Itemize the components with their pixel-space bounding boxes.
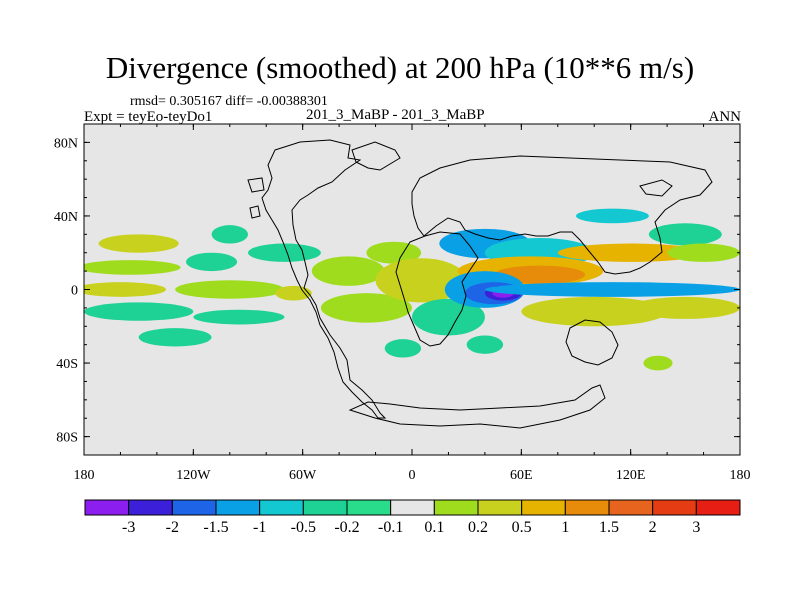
colorbar-swatch-10 [521,499,566,516]
contour-region-0 [98,234,179,253]
contour-region-14 [375,258,467,303]
colorbar-swatch-1 [128,499,173,516]
x-tick-label-6: 180 [730,468,751,483]
colorbar-label-4: -0.5 [291,519,316,536]
colorbar-swatch-6 [346,499,392,516]
y-tick-label-1: 40N [54,210,78,225]
colorbar-label-2: -1.5 [203,519,228,536]
contour-region-5 [186,252,238,272]
contour-region-9 [248,243,321,262]
colorbar-swatch-4 [259,499,304,516]
coastline-outlines [247,139,713,429]
x-tick-label-2: 60W [289,468,317,483]
contour-region-7 [175,280,285,299]
contour-region-31 [667,243,740,262]
contour-region-11 [311,256,385,286]
colorbar-label-1: -2 [166,519,179,536]
colorbar-swatch-7 [390,499,435,516]
colorbar-label-5: -0.2 [334,519,359,536]
colorbar-label-10: 1 [561,519,569,536]
y-tick-label-4: 80S [56,431,78,446]
x-tick-label-1: 120W [176,468,211,483]
colorbar-swatch-2 [171,499,217,516]
x-axis: 180 120W 60W 0 60E 120E 180 [74,124,751,483]
colorbar-label-7: 0.1 [424,519,444,536]
contour-region-15 [412,298,485,336]
contour-region-6 [211,225,248,244]
y-tick-label-2: 0 [71,284,78,299]
colorbar-swatch-8 [433,499,479,516]
colorbar-label-8: 0.2 [468,519,488,536]
x-tick-label-0: 180 [74,468,95,483]
y-tick-label-0: 80N [54,136,78,151]
runs-label: 201_3_MaBP - 201_3_MaBP [306,107,485,123]
contour-region-3 [84,302,194,321]
y-tick-label-3: 40S [56,357,78,372]
contour-region-29 [648,223,722,246]
x-tick-label-4: 60E [510,468,533,483]
contour-region-16 [384,339,422,358]
contour-region-32 [466,335,504,354]
colorbar-label-13: 3 [692,519,700,536]
colorbar-swatch-9 [477,499,523,516]
season-label: ANN [708,109,742,125]
colorbar-swatch-5 [302,499,348,516]
contour-region-1 [84,260,181,275]
colorbar: -3 -2 -1.5 -1 -0.5 -0.2 -0.1 0.1 0.2 0.5 1 1.5 2 3 [84,499,741,536]
colorbar-label-3: -1 [253,519,266,536]
x-tick-label-3: 0 [409,468,416,483]
contour-region-12 [320,293,413,323]
colorbar-swatch-3 [215,499,261,516]
colorbar-swatch-13 [652,499,697,516]
contour-region-2 [84,282,166,297]
contour-region-10 [275,285,312,301]
colorbar-label-11: 1.5 [599,519,619,536]
contour-region-26 [521,296,668,327]
colorbar-label-6: -0.1 [378,519,403,536]
contour-region-25 [484,282,740,297]
chart-title: Divergence (smoothed) at 200 hPa (10**6 … [105,50,695,85]
contour-region-8 [193,309,285,325]
colorbar-swatch-0 [84,499,130,516]
y-axis: 80N 40N 0 40S 80S [54,123,740,456]
colorbar-swatch-14 [695,499,741,516]
contour-region-33 [643,355,673,371]
contour-region-13 [366,241,422,264]
colorbar-swatch-11 [564,499,610,516]
experiment-label: Expt = teyEo-teyDo1 [84,109,213,125]
colorbar-label-12: 2 [649,519,657,536]
colorbar-label-0: -3 [122,519,135,536]
colorbar-swatch-12 [608,499,654,516]
contour-region-27 [630,296,740,319]
rmsd-stats: rmsd= 0.305167 diff= -0.00388301 [130,94,328,109]
contour-region-30 [576,208,649,224]
colorbar-label-9: 0.5 [512,519,532,536]
contour-fills [84,208,740,371]
x-tick-label-5: 120E [616,468,646,483]
contour-region-4 [138,328,212,347]
